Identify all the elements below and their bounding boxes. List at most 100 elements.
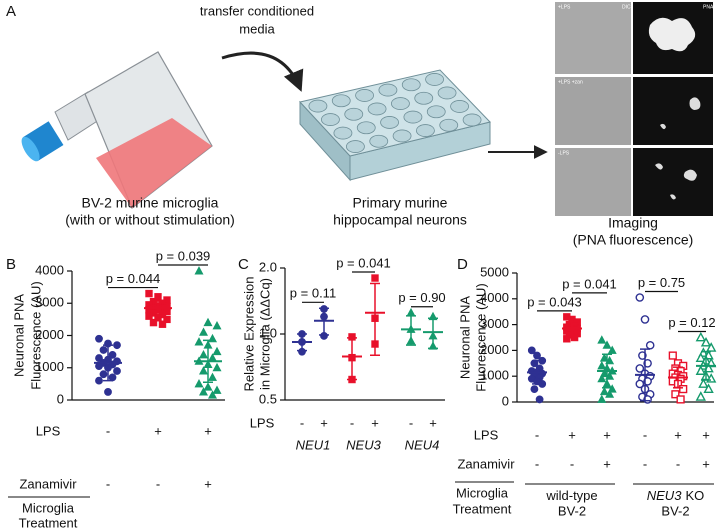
- data-point: [597, 361, 607, 370]
- data-point: [640, 315, 650, 324]
- row-sign: -: [409, 415, 413, 430]
- data-point: [145, 312, 153, 320]
- data-point: [203, 317, 213, 327]
- data-point: [607, 384, 617, 393]
- well: [369, 134, 389, 148]
- well-plate: [299, 69, 491, 182]
- data-point: [163, 315, 171, 324]
- row-sign: +: [674, 427, 682, 442]
- data-point: [635, 364, 645, 373]
- footer-label: Treatment: [19, 515, 78, 530]
- data-point: [599, 386, 609, 396]
- row-sign: +: [603, 427, 611, 442]
- data-point: [198, 366, 209, 375]
- well: [450, 100, 469, 113]
- row-sign: -: [570, 456, 574, 471]
- gene-name: NEU3: [647, 488, 682, 503]
- data-point: [527, 346, 536, 355]
- row-sign: -: [676, 456, 680, 471]
- well: [416, 124, 435, 137]
- data-point: [570, 333, 579, 342]
- data-point: [194, 266, 204, 275]
- data-point: [698, 378, 709, 388]
- data-point: [194, 337, 204, 346]
- data-point: [207, 372, 218, 381]
- data-point: [695, 365, 706, 375]
- data-point: [695, 352, 706, 363]
- pna-signal: [655, 163, 697, 200]
- caption: (with or without stimulation): [65, 212, 235, 228]
- data-point: [597, 373, 607, 383]
- dic-image: [555, 77, 631, 145]
- row-sign: +: [702, 456, 710, 471]
- y-axis-label: Fluorescence (AU): [473, 283, 488, 391]
- pna-signal: [648, 17, 696, 52]
- well: [355, 89, 374, 102]
- row-sign: -: [300, 415, 304, 430]
- pna-signal: [660, 97, 701, 130]
- data-point: [671, 390, 680, 399]
- data-point: [149, 318, 158, 327]
- data-point: [679, 385, 688, 394]
- y-tick-label: 1000: [480, 368, 509, 383]
- data-point: [99, 370, 108, 379]
- p-value: p = 0.039: [156, 248, 211, 263]
- data-point: [607, 345, 617, 354]
- data-point: [676, 395, 685, 404]
- row-label: Zanamivir: [19, 476, 77, 491]
- y-tick-label: 0.5: [259, 391, 277, 406]
- well: [308, 99, 328, 113]
- y-tick-label: 2.0: [259, 259, 277, 274]
- well: [414, 91, 434, 105]
- data-point: [563, 335, 571, 343]
- x-category-label: NEU3: [346, 437, 381, 452]
- panel-letter: C: [238, 256, 249, 273]
- data-point: [635, 293, 645, 302]
- data-point: [113, 341, 121, 350]
- data-point: [668, 351, 677, 360]
- well: [391, 97, 410, 110]
- p-value: p = 0.11: [290, 286, 336, 301]
- caption: Primary murine: [353, 195, 448, 211]
- row-sign: +: [603, 456, 611, 471]
- data-point: [198, 327, 209, 336]
- data-point: [643, 377, 652, 386]
- data-point: [602, 340, 612, 349]
- group-label: BV-2: [558, 503, 586, 518]
- y-tick-label: 2000: [480, 342, 509, 357]
- well: [380, 116, 399, 129]
- image-label: PNA: [703, 4, 714, 10]
- group-label: BV-2: [661, 503, 689, 518]
- row-sign: -: [350, 415, 354, 430]
- row-sign: +: [320, 415, 328, 430]
- footer-label: Microglia: [22, 500, 75, 515]
- data-point: [700, 336, 712, 347]
- data-point: [95, 334, 103, 343]
- data-point: [703, 383, 714, 393]
- data-point: [706, 342, 717, 352]
- row-sign: -: [535, 427, 539, 442]
- p-value: p = 0.044: [106, 271, 161, 286]
- row-sign: -: [535, 456, 539, 471]
- well: [331, 94, 351, 108]
- arrow: [221, 51, 304, 92]
- data-point: [212, 320, 222, 330]
- well: [321, 113, 340, 126]
- p-value: p = 0.041: [562, 276, 617, 291]
- data-point: [605, 389, 615, 398]
- y-tick-label: 0: [57, 391, 64, 406]
- flask-cap: [21, 121, 64, 162]
- data-point: [406, 307, 416, 317]
- panel-a: A transfer conditioned media: [6, 2, 714, 248]
- footer-label: Treatment: [453, 501, 512, 516]
- well: [378, 83, 398, 97]
- data-point: [198, 387, 209, 396]
- pna-image: [633, 148, 713, 216]
- data-point: [99, 346, 108, 354]
- data-point: [158, 320, 167, 328]
- y-tick-label: 2000: [35, 327, 64, 342]
- footer-label: Microglia: [456, 485, 509, 500]
- well: [462, 113, 482, 127]
- flask: [21, 51, 213, 209]
- data-point: [212, 385, 222, 394]
